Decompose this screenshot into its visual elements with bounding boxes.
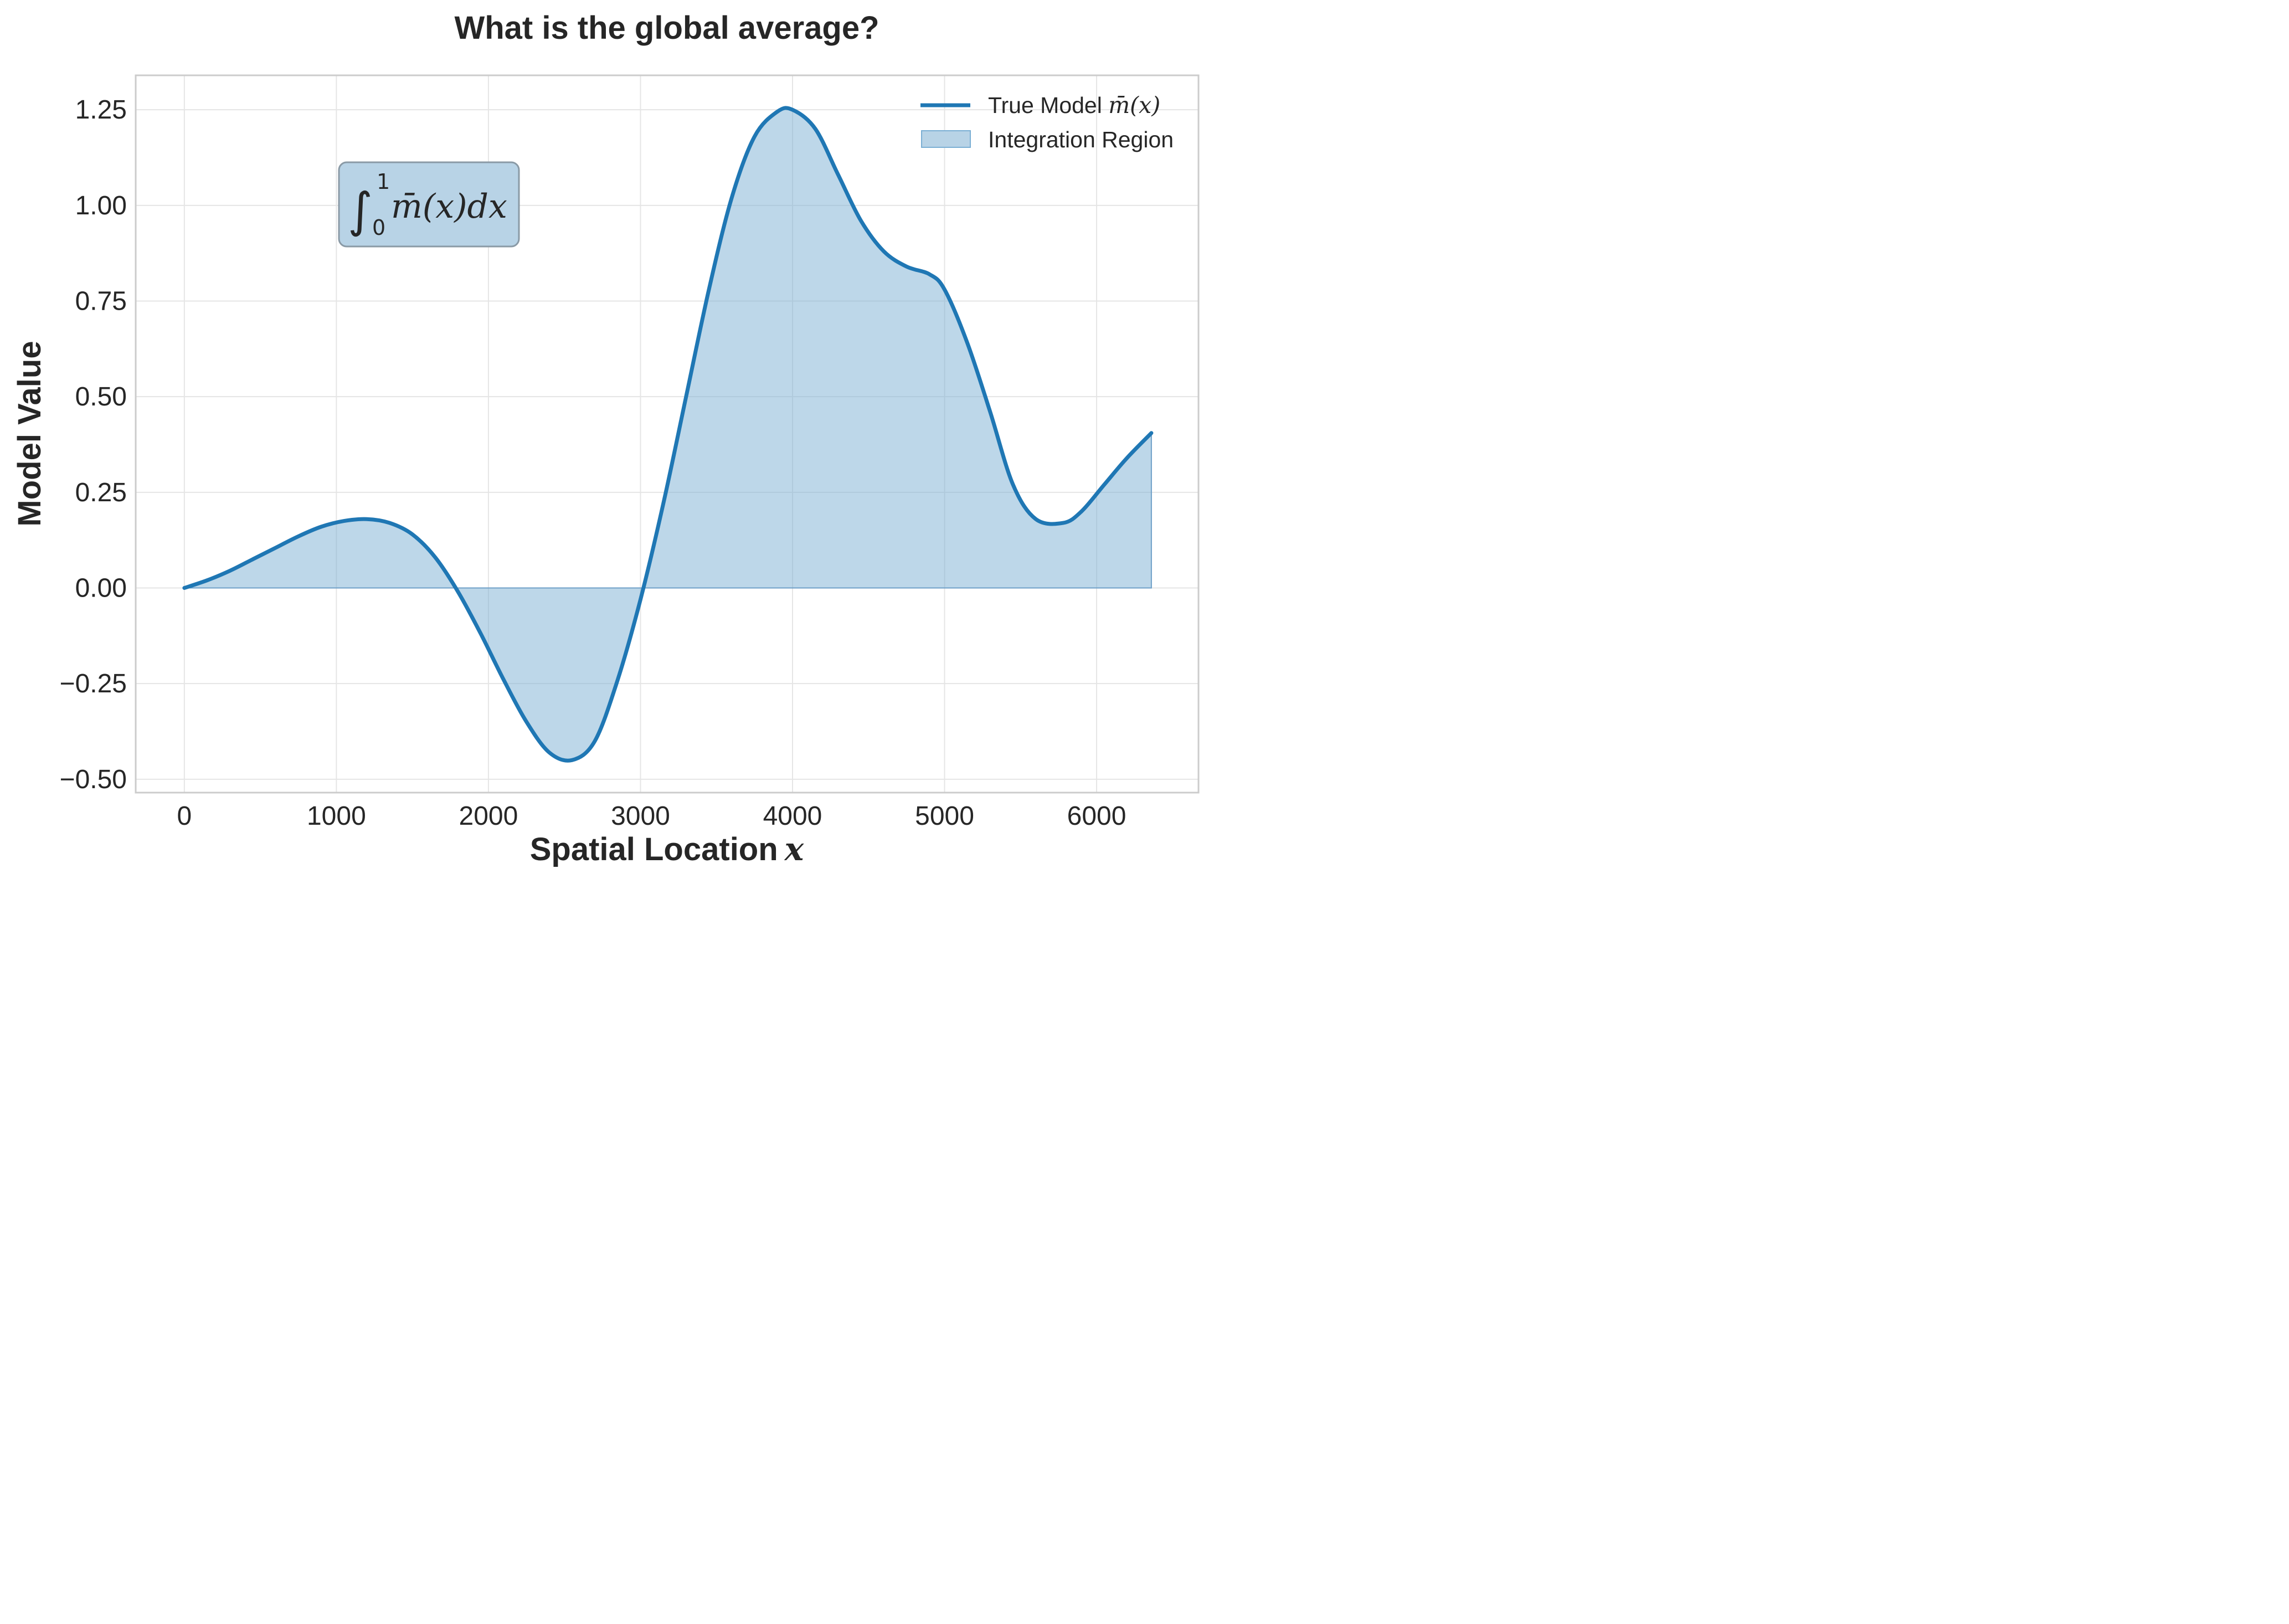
legend-label-true-model: True Model m̄(x) [988, 92, 1160, 119]
y-tick-label: −0.25 [60, 669, 127, 698]
legend: True Model m̄(x) Integration Region [920, 92, 1174, 152]
x-tick-label: 4000 [763, 801, 822, 831]
integral-upper-limit: 1 [377, 169, 390, 194]
y-axis-title: Model Value [12, 341, 48, 526]
true-model-layer [182, 106, 1154, 763]
legend-label-true-model-text: True Model [988, 92, 1108, 118]
y-tick-label: 0.50 [75, 382, 127, 412]
y-tick-label: 0.75 [75, 286, 127, 316]
y-tick-label: 1.00 [75, 191, 127, 220]
plot-area [136, 75, 1198, 793]
y-tick-labels: −0.50 −0.25 0.00 0.25 0.50 0.75 1.00 1.25 [60, 95, 127, 794]
x-tick-label: 2000 [459, 801, 518, 831]
plot-frame [135, 74, 1200, 794]
annotation-box [338, 161, 520, 248]
x-tick-label: 1000 [307, 801, 366, 831]
x-tick-label: 3000 [611, 801, 670, 831]
true-model-line [182, 106, 1154, 763]
y-tick-label: 0.00 [75, 573, 127, 603]
x-axis-title: Spatial Location x [530, 830, 805, 868]
integral-lower-limit: 0 [372, 215, 385, 240]
y-tick-label: 0.25 [75, 478, 127, 507]
integral-symbol: ∫ [348, 183, 373, 238]
x-axis-label-math: x [784, 830, 805, 868]
legend-label-integration-region: Integration Region [988, 127, 1174, 152]
y-tick-label: 1.25 [75, 95, 127, 125]
x-tick-label: 0 [177, 801, 192, 831]
legend-label-true-model-math: m̄(x) [1108, 92, 1160, 119]
integral-expression: m̄(x)dx [391, 187, 507, 226]
chart-title: What is the global average? [454, 10, 879, 46]
x-tick-label: 5000 [915, 801, 974, 831]
integral-annotation: ∫ 1 0 m̄(x)dx [338, 161, 520, 248]
legend-fill-swatch [921, 130, 971, 148]
x-axis-label: Spatial Location [530, 831, 778, 867]
x-tick-labels: 0 1000 2000 3000 4000 5000 6000 [177, 801, 1126, 831]
y-tick-label: −0.50 [60, 765, 127, 794]
x-tick-label: 6000 [1067, 801, 1127, 831]
